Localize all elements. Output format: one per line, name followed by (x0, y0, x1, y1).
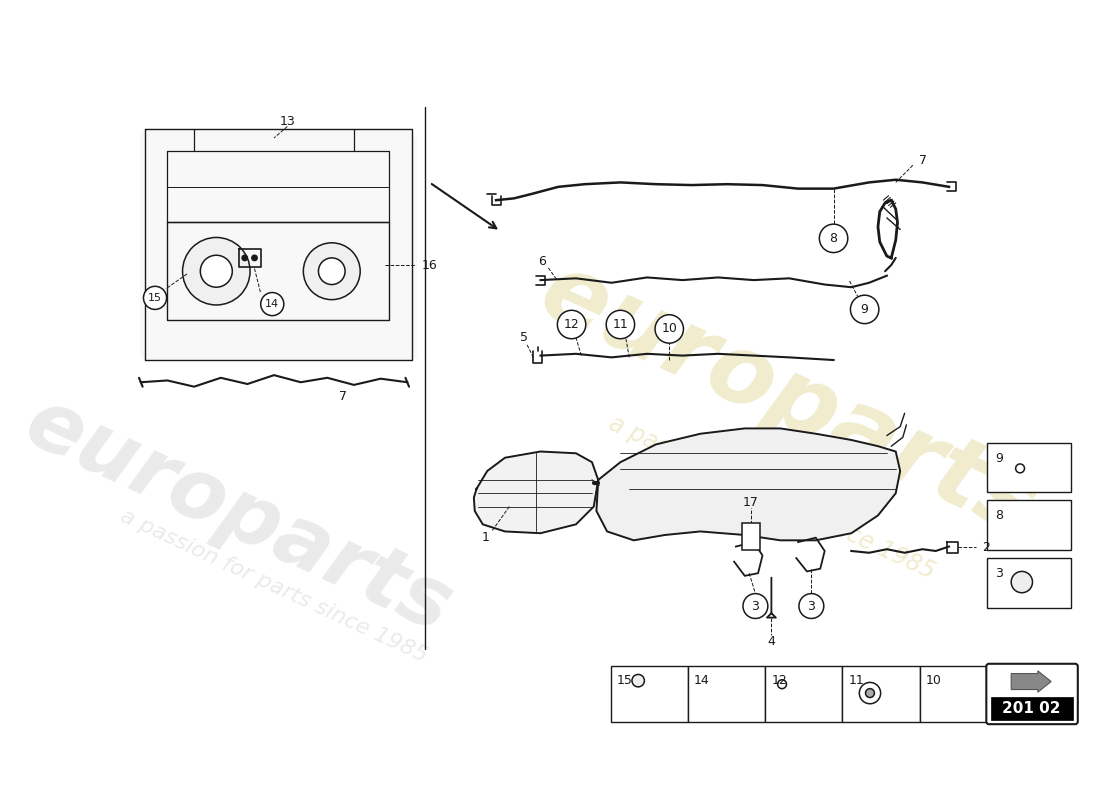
FancyBboxPatch shape (742, 523, 760, 550)
FancyBboxPatch shape (688, 666, 766, 722)
Text: 17: 17 (742, 496, 759, 509)
Text: 201 02: 201 02 (1002, 701, 1060, 716)
Text: 15: 15 (148, 293, 162, 303)
Circle shape (778, 680, 786, 689)
Circle shape (1011, 571, 1033, 593)
Circle shape (742, 594, 768, 618)
Circle shape (1015, 464, 1024, 473)
Text: a passion for parts since 1985: a passion for parts since 1985 (118, 506, 431, 666)
Text: 9: 9 (996, 451, 1003, 465)
Text: 6: 6 (538, 255, 547, 268)
Text: 13: 13 (279, 114, 295, 128)
Circle shape (799, 594, 824, 618)
Text: 16: 16 (421, 258, 437, 271)
Text: 8: 8 (829, 232, 837, 245)
Circle shape (242, 255, 248, 261)
FancyBboxPatch shape (843, 666, 920, 722)
Text: 4: 4 (768, 635, 776, 648)
Circle shape (632, 674, 645, 687)
Polygon shape (1011, 671, 1052, 692)
Text: 9: 9 (860, 303, 869, 316)
Circle shape (866, 689, 874, 698)
Circle shape (318, 258, 345, 285)
FancyBboxPatch shape (987, 558, 1070, 608)
Polygon shape (596, 429, 900, 540)
FancyBboxPatch shape (920, 666, 997, 722)
Text: 7: 7 (339, 390, 348, 403)
FancyBboxPatch shape (987, 664, 1078, 724)
Polygon shape (474, 451, 598, 534)
Text: 14: 14 (694, 674, 710, 686)
Circle shape (606, 310, 635, 338)
Text: 7: 7 (918, 154, 927, 166)
Circle shape (304, 243, 360, 300)
Text: 10: 10 (661, 322, 678, 335)
Text: 3: 3 (807, 599, 815, 613)
Circle shape (850, 295, 879, 324)
Circle shape (558, 310, 586, 338)
Text: 11: 11 (613, 318, 628, 331)
Circle shape (820, 224, 848, 253)
Text: 2: 2 (982, 541, 990, 554)
Circle shape (143, 286, 166, 310)
Text: 14: 14 (265, 299, 279, 309)
FancyBboxPatch shape (991, 697, 1074, 720)
Text: 12: 12 (771, 674, 788, 686)
Text: 11: 11 (849, 674, 865, 686)
Circle shape (200, 255, 232, 287)
Text: 3: 3 (996, 567, 1003, 580)
Text: 3: 3 (751, 599, 759, 613)
Circle shape (859, 682, 881, 704)
Text: 10: 10 (926, 674, 942, 686)
Text: 15: 15 (617, 674, 632, 686)
Text: a passion for parts since 1985: a passion for parts since 1985 (605, 411, 938, 584)
Circle shape (261, 293, 284, 316)
FancyBboxPatch shape (987, 500, 1070, 550)
Circle shape (183, 238, 250, 305)
Circle shape (252, 255, 257, 261)
Circle shape (654, 314, 683, 343)
Text: 12: 12 (563, 318, 580, 331)
FancyBboxPatch shape (610, 666, 688, 722)
FancyBboxPatch shape (987, 442, 1070, 492)
Text: europarts: europarts (526, 244, 1053, 556)
Polygon shape (141, 129, 416, 360)
FancyBboxPatch shape (766, 666, 843, 722)
Text: europarts: europarts (12, 382, 464, 650)
Text: 5: 5 (520, 331, 528, 344)
Text: 8: 8 (996, 510, 1003, 522)
Text: 1: 1 (482, 531, 490, 544)
